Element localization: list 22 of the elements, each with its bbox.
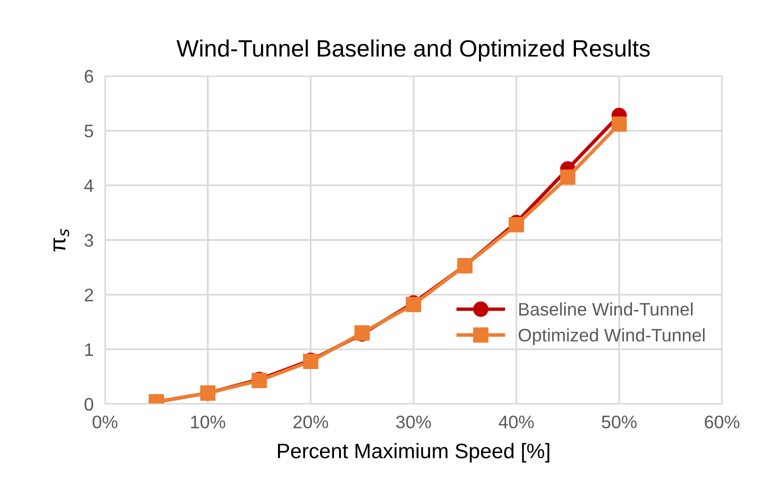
x-tick-label: 0%	[92, 416, 118, 428]
y-tick-label: 2	[84, 288, 93, 302]
x-tick-label: 60%	[704, 416, 740, 428]
point	[560, 169, 576, 185]
y-axis-title: π$_{s}$	[54, 228, 70, 252]
point	[508, 217, 524, 232]
y-tick-label: 6	[84, 70, 94, 83]
y-tick-label: 4	[84, 179, 94, 192]
legend-label: Baseline Wind-Tunnel	[519, 302, 693, 316]
x-tick-label: 20%	[294, 416, 328, 428]
x-tick-label: 30%	[396, 416, 431, 428]
chart-title: Wind-Tunnel Baseline and Optimized Results	[176, 39, 650, 62]
y-tick-label: 1	[85, 343, 94, 356]
point	[612, 116, 627, 132]
x-tick-label: 50%	[602, 416, 637, 428]
x-tick-label: 10%	[191, 416, 226, 428]
y-tick-label: 0	[84, 398, 94, 411]
y-tick-label: 5	[84, 124, 94, 138]
x-axis-title: Percent Maximium Speed [%]	[278, 443, 550, 462]
y-tick-label: 3	[84, 234, 94, 247]
legend-label: Optimized Wind-Tunnel	[518, 328, 705, 346]
x-tick-label: 40%	[498, 416, 534, 428]
